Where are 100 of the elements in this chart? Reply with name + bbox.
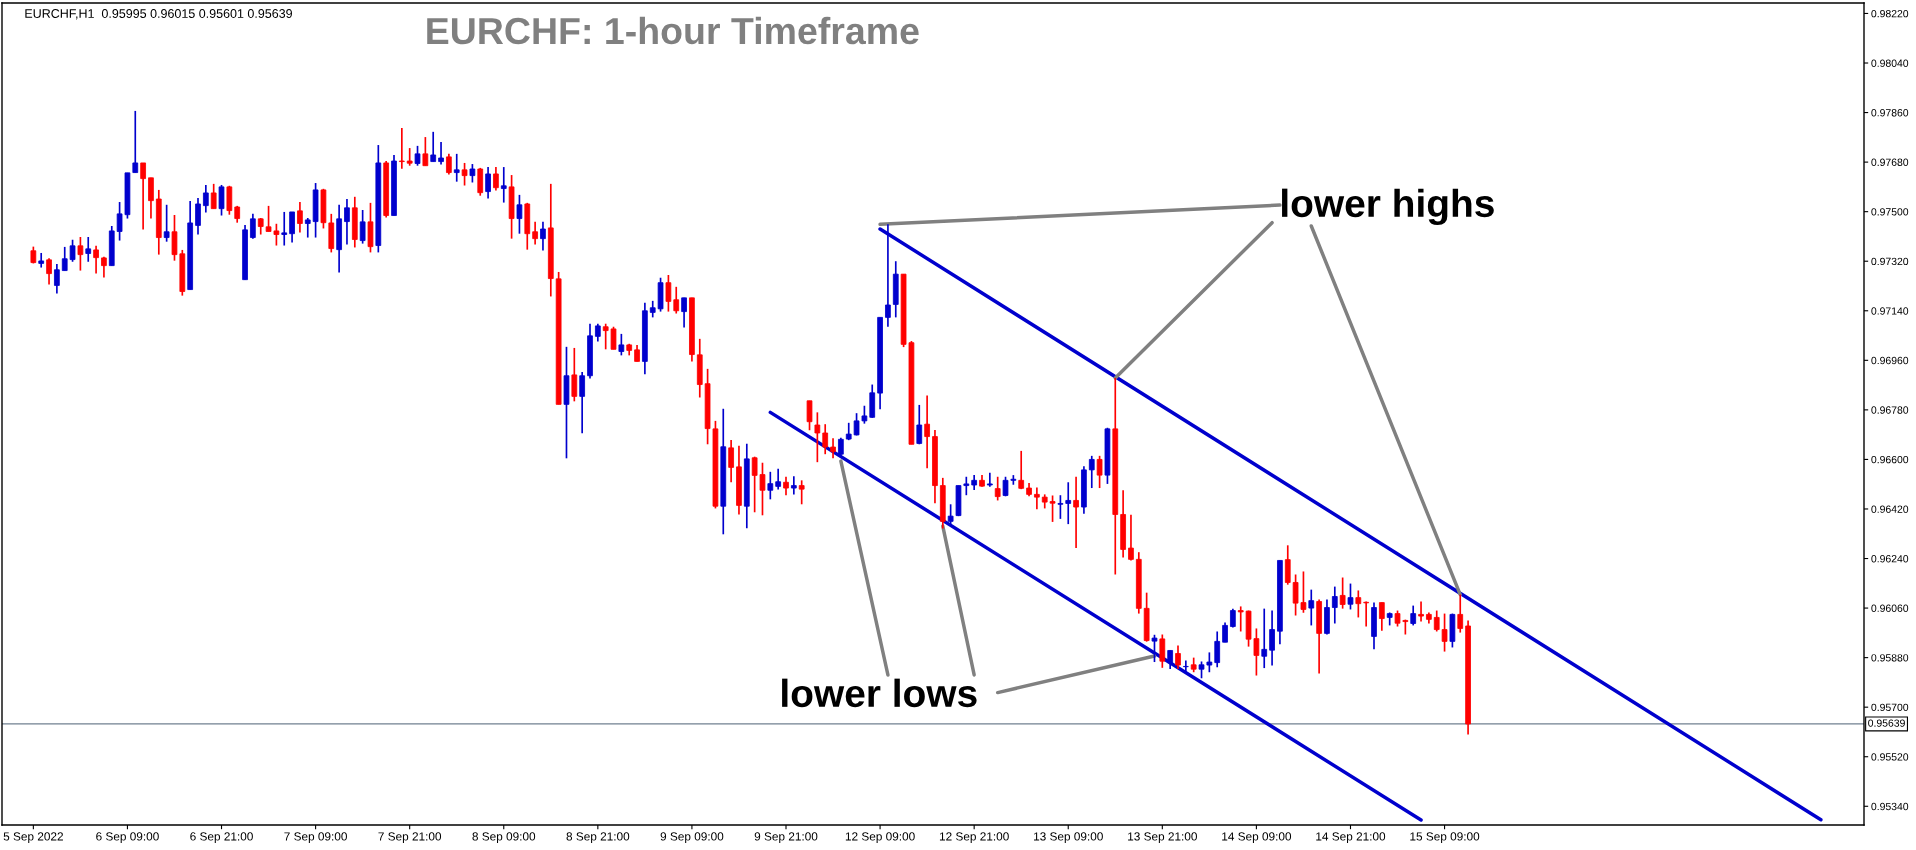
annotation: EURCHF,H1 0.95995 0.96015 0.95601 0.95639	[25, 9, 292, 20]
candlestick	[1096, 455, 1103, 489]
candlestick	[281, 211, 288, 247]
candlestick	[681, 296, 687, 329]
x-tick-label: 7 Sep 09:00	[284, 832, 347, 843]
candlestick	[814, 411, 821, 464]
x-tick-label: 13 Sep 21:00	[1128, 832, 1197, 843]
candlestick	[1222, 621, 1228, 644]
candlestick	[1269, 609, 1275, 667]
candlestick	[1128, 513, 1134, 562]
candlestick	[822, 423, 829, 456]
candlestick	[210, 183, 217, 210]
x-tick-label: 14 Sep 09:00	[1222, 832, 1292, 843]
candlestick	[1347, 582, 1354, 611]
candlestick	[77, 236, 84, 272]
x-tick-label: 12 Sep 21:00	[939, 832, 1009, 843]
candlestick	[790, 475, 797, 496]
candlestick	[1018, 450, 1025, 490]
candlestick	[485, 166, 491, 200]
candlestick	[430, 130, 437, 163]
chart-title: EURCHF: 1-hour Timeframe	[427, 16, 919, 45]
candlestick	[202, 184, 209, 214]
x-tick-label: 12 Sep 09:00	[845, 832, 915, 843]
candlestick	[579, 371, 586, 435]
y-tick-label: 0.97320	[1871, 257, 1909, 266]
candlestick	[767, 470, 774, 501]
candlestick	[1261, 607, 1268, 669]
candlestick	[1065, 481, 1072, 525]
candlestick	[838, 436, 844, 458]
annotation: lower highs	[1282, 188, 1494, 226]
candlestick	[830, 437, 836, 460]
candlestick	[414, 145, 421, 167]
y-tick-label: 0.96420	[1871, 505, 1909, 513]
y-tick-label: 0.98220	[1871, 9, 1909, 18]
candlestick	[289, 211, 295, 244]
x-tick-label: 8 Sep 21:00	[566, 832, 630, 843]
y-tick-label: 0.96780	[1871, 406, 1909, 414]
candlestick	[406, 147, 413, 167]
y-tick-label: 0.95880	[1871, 654, 1909, 662]
y-tick-label: 0.97860	[1871, 109, 1909, 117]
candlestick	[140, 162, 146, 231]
candlestick	[38, 252, 45, 269]
candlestick	[916, 404, 923, 446]
candlestick	[532, 221, 538, 246]
candlestick	[1308, 588, 1315, 627]
candlestick	[673, 285, 680, 315]
candlestick	[1073, 475, 1079, 549]
y-tick-label: 0.96600	[1871, 455, 1909, 464]
candlestick	[359, 209, 366, 245]
candlestick	[1284, 544, 1291, 586]
candlestick	[344, 198, 350, 246]
candlestick	[226, 184, 233, 216]
candlestick	[1151, 633, 1158, 663]
candlestick	[461, 162, 468, 187]
candlestick	[1214, 630, 1221, 669]
candlestick	[477, 167, 484, 197]
candlestick	[540, 221, 546, 252]
candlestick	[54, 263, 60, 295]
candlestick	[304, 217, 311, 239]
x-tick-label: 9 Sep 21:00	[754, 832, 818, 843]
candlestick	[1057, 494, 1064, 520]
candlestick	[1355, 589, 1362, 619]
candlestick	[163, 203, 170, 243]
candlestick	[1034, 486, 1040, 511]
candlestick	[924, 394, 930, 470]
candlestick	[665, 274, 672, 313]
candlestick	[571, 347, 578, 403]
x-tick-label: 6 Sep 21:00	[190, 832, 253, 843]
y-tick-label: 0.95520	[1871, 753, 1909, 761]
candlestick	[986, 471, 993, 488]
candlestick	[1339, 576, 1346, 610]
candlestick	[218, 184, 225, 217]
y-tick-label: 0.97500	[1871, 208, 1909, 216]
annotation: lower lows	[782, 678, 977, 708]
candlestick	[1418, 600, 1424, 623]
ref-line-label: 0.95639	[1868, 719, 1905, 727]
y-tick-label: 0.95700	[1871, 703, 1909, 712]
candlestick	[93, 244, 99, 275]
candlestick	[398, 127, 405, 170]
y-tick-label: 0.96960	[1871, 356, 1909, 365]
candlestick	[798, 479, 805, 506]
candlestick	[728, 439, 734, 484]
candlestick	[1378, 601, 1385, 632]
x-tick-label: 8 Sep 09:00	[472, 832, 536, 843]
y-tick-label: 0.96240	[1871, 555, 1909, 563]
y-tick-label: 0.97140	[1871, 307, 1909, 315]
candlestick	[618, 333, 625, 357]
candlestick	[493, 166, 499, 192]
candlestick	[46, 257, 52, 286]
candlestick	[1410, 604, 1417, 627]
candlestick	[806, 399, 813, 432]
x-tick-label: 5 Sep 2022	[3, 832, 63, 843]
candlestick	[516, 194, 523, 235]
y-tick-label: 0.95340	[1871, 802, 1909, 811]
candlestick	[297, 201, 303, 234]
candlestick	[1230, 607, 1236, 629]
x-tick-label: 14 Sep 21:00	[1316, 832, 1386, 843]
candlestick	[994, 475, 1001, 502]
x-tick-label: 7 Sep 21:00	[378, 832, 442, 843]
candlestick	[1167, 649, 1174, 670]
